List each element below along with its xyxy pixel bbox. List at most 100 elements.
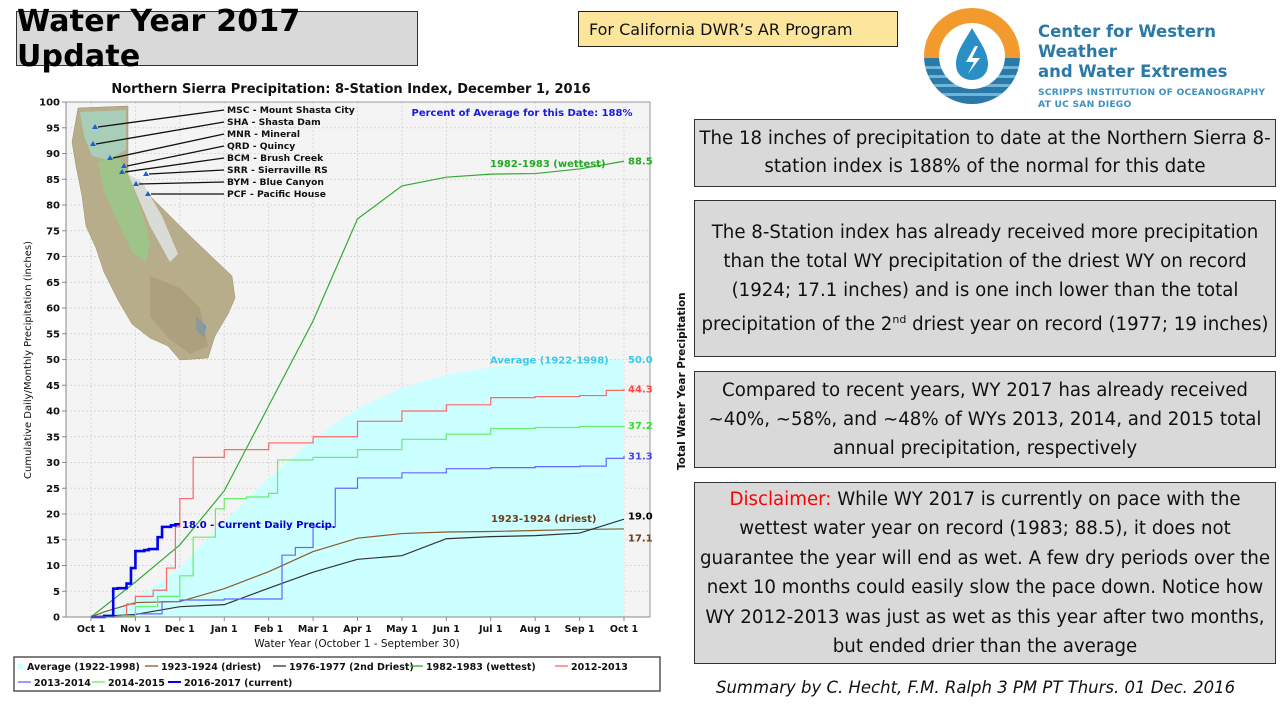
series-line-2013-2014 <box>91 455 625 618</box>
disclaimer-label: Disclaimer: <box>729 488 832 510</box>
end-label: 50.0 <box>628 355 653 366</box>
series-line-1976-1977 <box>90 518 625 618</box>
info-box-disclaimer: Disclaimer: While WY 2017 is currently o… <box>694 482 1276 664</box>
x-axis-label: Water Year (October 1 - September 30) <box>254 638 459 650</box>
station-marker-icon <box>121 163 127 168</box>
precipitation-chart: Northern Sierra Precipitation: 8-Station… <box>0 76 692 700</box>
info-box-percent-normal: The 18 inches of precipitation to date a… <box>694 119 1276 187</box>
y-tick-label: 30 <box>46 458 60 469</box>
y-tick-label: 40 <box>46 407 60 418</box>
x-tick-label: Nov 1 <box>120 624 151 635</box>
end-label: 17.1 <box>628 534 653 545</box>
end-label: 88.5 <box>628 157 653 168</box>
slide-title-text: Water Year 2017 Update <box>17 3 301 74</box>
y-tick-label: 75 <box>46 226 60 237</box>
slide-title: Water Year 2017 Update <box>16 4 418 74</box>
station-marker-icon <box>107 155 113 160</box>
x-tick-label: Oct 1 <box>610 624 638 635</box>
wettest-inline-label: 1982-1983 (wettest) <box>490 159 606 170</box>
logo-line-1: Center for Western Weather <box>1038 22 1216 61</box>
legend-item-label: 1982-1983 (wettest) <box>426 662 536 673</box>
series-line-2014-2015 <box>91 425 625 618</box>
x-tick-label: Sep 1 <box>565 624 595 635</box>
current-annotation: 18.0 - Current Daily Precip. <box>182 520 336 531</box>
y-tick-label: 80 <box>46 201 60 212</box>
y-tick-label: 55 <box>46 329 60 340</box>
series-line-1923-1924 <box>90 528 625 618</box>
info-box-2-part1: The 8-Station index has already received… <box>701 221 1259 336</box>
x-ticks: Oct 1 Nov 1 Dec 1 Jan 1 Feb 1 Mar 1 Apr 1 May 1… <box>77 617 638 635</box>
y-tick-label: 0 <box>53 613 60 624</box>
y-tick-label: 65 <box>46 278 60 289</box>
station-leader-line <box>95 121 225 145</box>
station-marker-icon <box>119 169 125 174</box>
y-tick-label: 85 <box>46 175 60 186</box>
x-tick-label: Jul 1 <box>478 624 502 635</box>
x-tick-label: Feb 1 <box>254 624 283 635</box>
info-box-2-text: The 8-Station index has already received… <box>695 218 1275 339</box>
central-valley <box>98 156 150 262</box>
station-label: SHA - Shasta Dam <box>227 117 321 128</box>
x-tick-label: Jun 1 <box>432 624 460 635</box>
x-tick-label: Mar 1 <box>298 624 328 635</box>
end-label: 19.0 <box>628 512 653 523</box>
percent-annotation: Percent of Average for this Date: 188% <box>411 108 632 119</box>
legend-swatch-icon <box>18 664 23 669</box>
y-tick-label: 95 <box>46 123 60 134</box>
logo-text: Center for Western Weather and Water Ext… <box>1038 22 1272 111</box>
info-box-1-text: The 18 inches of precipitation to date a… <box>699 128 1271 177</box>
end-label: 37.2 <box>628 421 653 432</box>
info-box-recent-years: Compared to recent years, WY 2017 has al… <box>694 371 1276 468</box>
station-label: MSC - Mount Shasta City <box>227 105 355 116</box>
y-tick-label: 90 <box>46 149 60 160</box>
legend-item-label: 2016-2017 (current) <box>184 678 292 689</box>
y-tick-label: 45 <box>46 381 60 392</box>
series-line-1982-1983 <box>90 160 625 618</box>
legend-item-label: 2014-2015 <box>108 678 165 689</box>
y-tick-label: 70 <box>46 252 60 263</box>
legend: Average (1922-1998) 1923-1924 (driest) 197… <box>18 662 628 689</box>
series-labels: 50.0 17.1 19.0 88.5 44.3 31.3 37.2 Average (192… <box>490 157 653 545</box>
driest-inline-label: 1923-1924 (driest) <box>491 514 596 525</box>
legend-item-label: 2013-2014 <box>34 678 91 689</box>
y-tick-label: 10 <box>46 561 60 572</box>
x-tick-label: Dec 1 <box>165 624 195 635</box>
y-tick-label: 60 <box>46 304 60 315</box>
southern-coast <box>150 276 208 354</box>
average-inline-label: Average (1922-1998) <box>490 356 609 367</box>
x-tick-label: Jan 1 <box>210 624 238 635</box>
info-box-driest-comparison: The 8-Station index has already received… <box>694 200 1276 357</box>
series-line-2012-2013 <box>91 388 625 618</box>
y-tick-label: 50 <box>46 355 60 366</box>
station-label: PCF - Pacific House <box>227 189 326 200</box>
y-tick-label: 20 <box>46 510 60 521</box>
x-tick-label: Apr 1 <box>343 624 372 635</box>
info-box-2-superscript: nd <box>892 312 907 326</box>
station-marker-icon <box>90 141 96 146</box>
station-label: QRD - Quincy <box>227 141 295 152</box>
end-label: 44.3 <box>628 384 653 395</box>
disclaimer-text: While WY 2017 is currently on pace with … <box>699 488 1271 658</box>
cw3e-logo-icon <box>924 8 1020 104</box>
y-tick-label: 100 <box>39 98 60 109</box>
station-marker-icon <box>92 124 98 129</box>
logo-line-2: and Water Extremes <box>1038 62 1228 81</box>
station-marker-icon <box>145 191 151 196</box>
cw3e-logo: Center for Western Weather and Water Ext… <box>922 6 1272 110</box>
info-box-2-part2: driest year on record (1977; 19 inches) <box>906 314 1269 336</box>
station-label: MNR - Mineral <box>227 129 300 140</box>
chart-title: Northern Sierra Precipitation: 8-Station… <box>111 82 590 97</box>
legend-item-label: 1923-1924 (driest) <box>161 662 261 673</box>
y-ticks: 0 5 10 15 20 25 30 35 40 45 50 55 60 65 70 75 80 85 90 95 10… <box>39 98 66 624</box>
x-tick-label: Aug 1 <box>520 624 551 635</box>
program-label-box: For California DWR’s AR Program <box>578 11 898 47</box>
end-label: 31.3 <box>628 451 653 462</box>
station-leader-line <box>124 157 225 173</box>
station-leader-line <box>126 145 225 167</box>
legend-box <box>13 656 661 692</box>
station-marker-icon <box>133 181 139 186</box>
info-box-3-text: Compared to recent years, WY 2017 has al… <box>708 380 1262 459</box>
station-leader-line <box>112 133 225 159</box>
series-line-2016-2017 <box>91 523 180 619</box>
